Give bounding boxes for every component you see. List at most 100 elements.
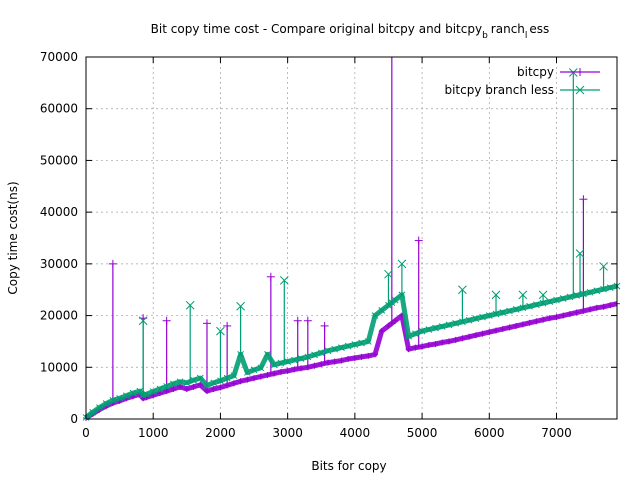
data-point	[170, 386, 177, 393]
data-point	[156, 385, 164, 393]
data-point	[129, 389, 137, 397]
data-point	[358, 353, 365, 360]
data-point	[388, 299, 396, 306]
data-point	[553, 314, 560, 321]
data-point	[190, 383, 197, 390]
spike-point	[138, 316, 148, 326]
data-point	[251, 375, 258, 382]
data-point	[344, 342, 352, 350]
spike-point	[216, 326, 225, 336]
grid	[85, 56, 617, 420]
data-point	[526, 319, 533, 326]
data-point	[358, 339, 365, 347]
data-point	[372, 351, 379, 358]
data-point	[566, 293, 574, 301]
data-point	[284, 358, 291, 365]
data-point	[271, 370, 278, 377]
data-point	[270, 361, 278, 369]
data-point	[600, 303, 607, 310]
spike-point	[162, 316, 171, 325]
x-tick-label: 4000	[340, 426, 371, 440]
data-point	[89, 408, 97, 416]
data-point	[122, 392, 130, 400]
data-point	[486, 329, 493, 336]
data-point	[452, 336, 459, 343]
data-point	[519, 321, 526, 328]
data-point	[499, 309, 507, 316]
data-point	[593, 287, 601, 295]
x-tick-label: 2000	[205, 426, 236, 440]
data-point	[311, 351, 318, 359]
data-point	[163, 383, 171, 390]
spike-point	[279, 276, 289, 285]
x-tick-label: 3000	[272, 426, 303, 440]
data-point	[466, 333, 473, 340]
data-point	[479, 330, 486, 337]
spike-point	[518, 290, 528, 300]
data-point	[190, 376, 197, 384]
y-tick-label: 0	[70, 412, 78, 426]
data-point	[331, 358, 338, 365]
y-tick-label: 50000	[40, 153, 78, 167]
data-point	[425, 326, 433, 333]
x-tick-label: 6000	[474, 426, 505, 440]
legend-label: bitcpy branch less	[444, 83, 554, 97]
data-point	[264, 372, 271, 379]
data-point	[493, 327, 500, 334]
series-layer	[82, 57, 621, 421]
data-point	[546, 298, 554, 305]
data-point	[412, 344, 419, 351]
data-point	[513, 322, 520, 329]
data-point	[573, 309, 580, 316]
data-point	[203, 382, 211, 389]
data-point	[96, 404, 103, 411]
data-point	[472, 315, 480, 323]
legend-label: bitcpy	[517, 65, 554, 79]
y-tick-label: 20000	[40, 309, 78, 323]
data-point	[587, 306, 594, 313]
data-point	[244, 376, 251, 383]
series-line	[84, 283, 618, 420]
data-point	[512, 306, 520, 313]
data-point	[196, 374, 204, 382]
data-point	[183, 379, 191, 387]
data-point	[277, 368, 284, 375]
spike-point	[236, 301, 245, 311]
spike-point	[384, 269, 393, 279]
data-point	[371, 312, 379, 319]
spike-point	[303, 316, 312, 325]
data-point	[472, 332, 479, 339]
legend-item: bitcpy	[517, 65, 600, 79]
data-point	[459, 335, 466, 342]
data-point	[425, 342, 432, 349]
data-point	[109, 397, 117, 404]
data-point	[257, 373, 264, 380]
data-point	[405, 346, 412, 353]
legend-marker	[575, 85, 585, 95]
data-point	[284, 367, 291, 374]
data-point	[586, 288, 594, 296]
data-point	[432, 341, 439, 348]
data-point	[230, 372, 238, 379]
y-tick-label: 60000	[40, 102, 78, 116]
data-point	[607, 302, 614, 309]
data-point	[465, 316, 473, 324]
spike-point	[108, 259, 117, 268]
data-point	[485, 312, 493, 319]
data-point	[438, 323, 446, 330]
data-point	[419, 343, 426, 350]
data-point	[324, 359, 331, 366]
spike-point	[579, 195, 588, 204]
data-point	[392, 317, 399, 324]
data-point	[506, 324, 513, 331]
spike-point	[266, 272, 275, 281]
data-point	[338, 357, 345, 364]
spike-point	[458, 285, 467, 295]
data-point	[559, 295, 567, 302]
data-point	[351, 341, 359, 348]
data-point	[317, 349, 325, 357]
series-0	[83, 57, 620, 421]
series-line	[84, 301, 618, 421]
data-point	[566, 311, 573, 318]
legend-marker	[576, 68, 584, 76]
